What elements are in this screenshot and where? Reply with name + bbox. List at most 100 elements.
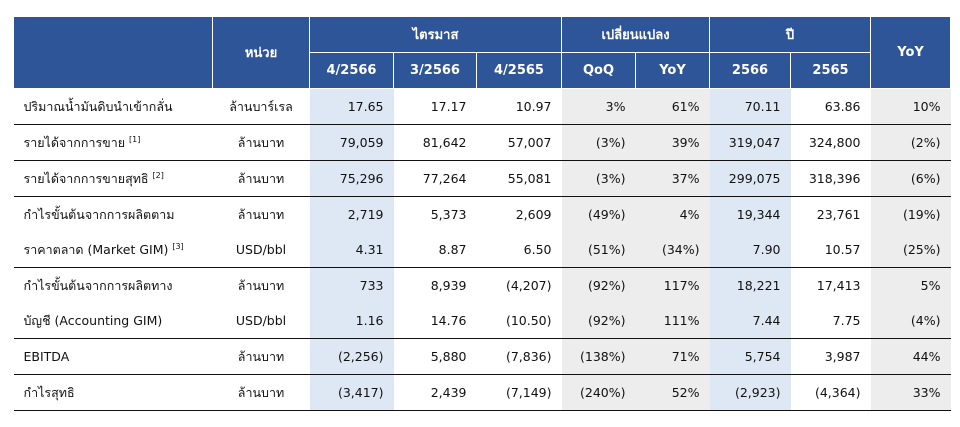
cell-quarter-3: (10.50)	[476, 303, 562, 339]
table-row: รายได้จากการขาย [1] ล้านบาท 79,059 81,642 57…	[13, 124, 951, 161]
cell-quarter-1: 733	[309, 267, 394, 303]
cell-year-1: 18,221	[709, 267, 791, 303]
row-label: กำไรสุทธิ	[13, 374, 213, 411]
table-row: ราคาตลาด (Market GIM) [3] USD/bbl 4.31 8.87…	[13, 232, 951, 268]
cell-quarter-3: 57,007	[476, 124, 562, 161]
cell-change-qoq: (3%)	[561, 160, 636, 197]
cell-year-2: 23,761	[816, 207, 861, 222]
cell-change-yoy: 111%	[635, 303, 710, 339]
cell-change-qoq: 3%	[561, 88, 636, 125]
header-year-2: 2565	[789, 52, 872, 89]
cell-year-yoy: 5%	[870, 267, 951, 303]
cell-year-2: 318,396	[790, 160, 871, 197]
cell-year-yoy: (6%)	[870, 160, 951, 197]
row-label-text: ปริมาณน้ำมันดิบนำเข้ากลั่น	[23, 98, 173, 114]
cell-year-1: 7.90	[709, 232, 791, 268]
row-label-text: กำไรสุทธิ	[23, 384, 75, 400]
row-unit: ล้านบาท	[212, 160, 310, 197]
table-row: รายได้จากการขายสุทธิ [2] ล้านบาท 75,296 77,…	[13, 160, 951, 197]
cell-quarter-1: (3,417)	[309, 374, 394, 411]
row-label-text: กำไรขั้นต้นจากการผลิตทาง	[23, 277, 173, 293]
cell-year-2: 10.57	[790, 232, 871, 268]
cell-year-2: 17,413	[816, 278, 861, 293]
cell-change-qoq: (92%)	[561, 303, 636, 339]
table-row: EBITDA ล้านบาท (2,256) 5,880 (7,836) (138%) 71…	[13, 338, 951, 375]
row-label: รายได้จากการขาย [1]	[13, 124, 213, 161]
cell-quarter-3: (7,149)	[476, 374, 562, 411]
header-row-groups: หน่วย ไตรมาส เปลี่ยนแปลง ปี YoY	[13, 16, 952, 89]
row-unit: USD/bbl	[212, 303, 310, 339]
row-label-text: EBITDA	[23, 349, 70, 364]
footnote-ref: [2]	[152, 170, 164, 180]
row-unit: ล้านบาท	[237, 206, 285, 222]
row-unit: ล้านบาท	[212, 374, 310, 411]
cell-quarter-2: 2,439	[393, 374, 477, 411]
cell-year-2: 7.75	[790, 303, 871, 339]
cell-change-qoq: (240%)	[561, 374, 636, 411]
cell-year-1: 319,047	[709, 124, 791, 161]
row-label: กำไรขั้นต้นจากการผลิตตาม	[14, 197, 213, 233]
row-unit: USD/bbl	[212, 232, 310, 268]
footnote-ref: [3]	[172, 241, 184, 251]
cell-quarter-2: 77,264	[393, 160, 477, 197]
cell-quarter-2: 14.76	[393, 303, 477, 339]
cell-change-yoy: 4%	[635, 196, 710, 232]
row-label-text: กำไรขั้นต้นจากการผลิตตาม	[23, 206, 175, 222]
cell-quarter-1: 17.65	[309, 88, 394, 125]
row-label-text: รายได้จากการขาย	[23, 134, 126, 150]
cell-change-yoy: 37%	[635, 160, 710, 197]
cell-year-yoy: (19%)	[870, 196, 951, 232]
cell-year-1: 299,075	[709, 160, 791, 197]
table-row: กำไรขั้นต้นจากการผลิตตาม ล้านบาท 2,719 5,37…	[14, 196, 951, 233]
row-label-text: ราคาตลาด (Market GIM)	[23, 241, 169, 257]
table-row: กำไรขั้นต้นจากการผลิตทาง ล้านบาท 733 8,939 (…	[14, 267, 951, 304]
cell-quarter-1: (2,256)	[309, 338, 394, 375]
row-label: ปริมาณน้ำมันดิบนำเข้ากลั่น	[13, 88, 213, 125]
cell-quarter-2: 81,642	[393, 124, 477, 161]
header-year-group: ปี	[708, 16, 872, 53]
cell-year-1: (2,923)	[709, 374, 791, 411]
cell-quarter-1: 2,719	[309, 196, 394, 232]
cell-year-2: 3,987	[790, 338, 871, 375]
row-label: กำไรขั้นต้นจากการผลิตทาง	[14, 268, 213, 304]
row-label: รายได้จากการขายสุทธิ [2]	[13, 160, 213, 197]
table-row: กำไรสุทธิ ล้านบาท (3,417) 2,439 (7,149) (240%…	[13, 374, 951, 411]
row-unit: ล้านบาท	[237, 277, 285, 293]
header-quarter-2: 3/2566	[393, 52, 477, 89]
financial-summary-table: หน่วย ไตรมาส เปลี่ยนแปลง ปี YoY 4/2566 3…	[13, 16, 952, 411]
cell-quarter-3: 55,081	[476, 160, 562, 197]
cell-change-qoq: (51%)	[561, 232, 636, 268]
cell-quarter-3: 2,609	[515, 207, 552, 222]
header-change-yoy: YoY	[635, 52, 710, 89]
cell-change-qoq: (3%)	[561, 124, 636, 161]
cell-year-yoy: 33%	[870, 374, 951, 411]
header-quarter-3: 4/2565	[476, 52, 562, 89]
row-label-text: บัญชี (Accounting GIM)	[23, 312, 163, 328]
cell-quarter-1: 4.31	[309, 232, 394, 268]
row-label-text: รายได้จากการขายสุทธิ	[23, 170, 149, 186]
cell-change-qoq: (138%)	[561, 338, 636, 375]
cell-quarter-3: 6.50	[476, 232, 562, 268]
cell-quarter-2: 5,373	[430, 207, 467, 222]
header-row-periods: 4/2566 3/2566 4/2565 QoQ YoY 2566 2565	[14, 52, 951, 89]
table-row: ปริมาณน้ำมันดิบนำเข้ากลั่น ล้านบาร์เรล 17.…	[13, 88, 951, 125]
cell-change-yoy: 61%	[635, 88, 710, 125]
cell-change-yoy: 71%	[635, 338, 710, 375]
row-unit: ล้านบาท	[212, 124, 310, 161]
cell-quarter-3: (7,836)	[476, 338, 562, 375]
cell-quarter-2: 17.17	[393, 88, 477, 125]
cell-change-yoy: 52%	[635, 374, 710, 411]
cell-change-qoq: (92%)	[561, 267, 636, 303]
row-unit: ล้านบาร์เรล	[212, 88, 310, 125]
cell-change-yoy: 39%	[635, 124, 710, 161]
cell-change-qoq: (49%)	[561, 196, 636, 232]
cell-year-yoy: 44%	[870, 338, 951, 375]
cell-year-2: 63.86	[790, 88, 871, 125]
cell-year-2: 324,800	[790, 124, 871, 161]
cell-year-yoy: 10%	[870, 88, 951, 125]
cell-quarter-1: 79,059	[309, 124, 394, 161]
cell-year-1: 19,344	[709, 196, 791, 232]
cell-quarter-2: 5,880	[393, 338, 477, 375]
header-item-blank	[13, 16, 213, 89]
cell-year-1: 5,754	[709, 338, 791, 375]
